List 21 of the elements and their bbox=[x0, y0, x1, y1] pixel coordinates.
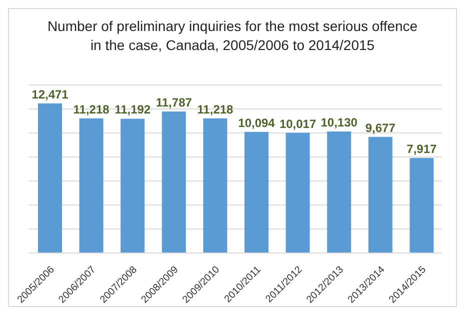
data-label: 10,017 bbox=[279, 116, 316, 131]
data-label: 11,192 bbox=[114, 102, 151, 117]
bar bbox=[244, 132, 268, 253]
data-label: 10,130 bbox=[320, 115, 358, 130]
data-label: 11,787 bbox=[156, 96, 192, 110]
bar bbox=[368, 136, 392, 253]
bar bbox=[120, 118, 145, 253]
data-label: 12,471 bbox=[32, 87, 69, 102]
bar bbox=[38, 103, 62, 253]
bar bbox=[327, 131, 352, 253]
data-label: 7,917 bbox=[406, 142, 438, 156]
bar bbox=[162, 112, 186, 253]
bar bbox=[410, 158, 434, 253]
chart-title: Number of preliminary inquiries for the most serious offence in the case, Canada, 2005/2006 to 2014/2015 bbox=[46, 17, 419, 55]
bar bbox=[203, 118, 228, 253]
bar bbox=[286, 132, 310, 253]
data-label: 9,677 bbox=[365, 120, 396, 135]
data-label: 10,094 bbox=[238, 116, 276, 130]
data-label: 11,218 bbox=[73, 102, 110, 116]
data-label: 11,218 bbox=[197, 102, 234, 116]
bar bbox=[79, 118, 104, 253]
